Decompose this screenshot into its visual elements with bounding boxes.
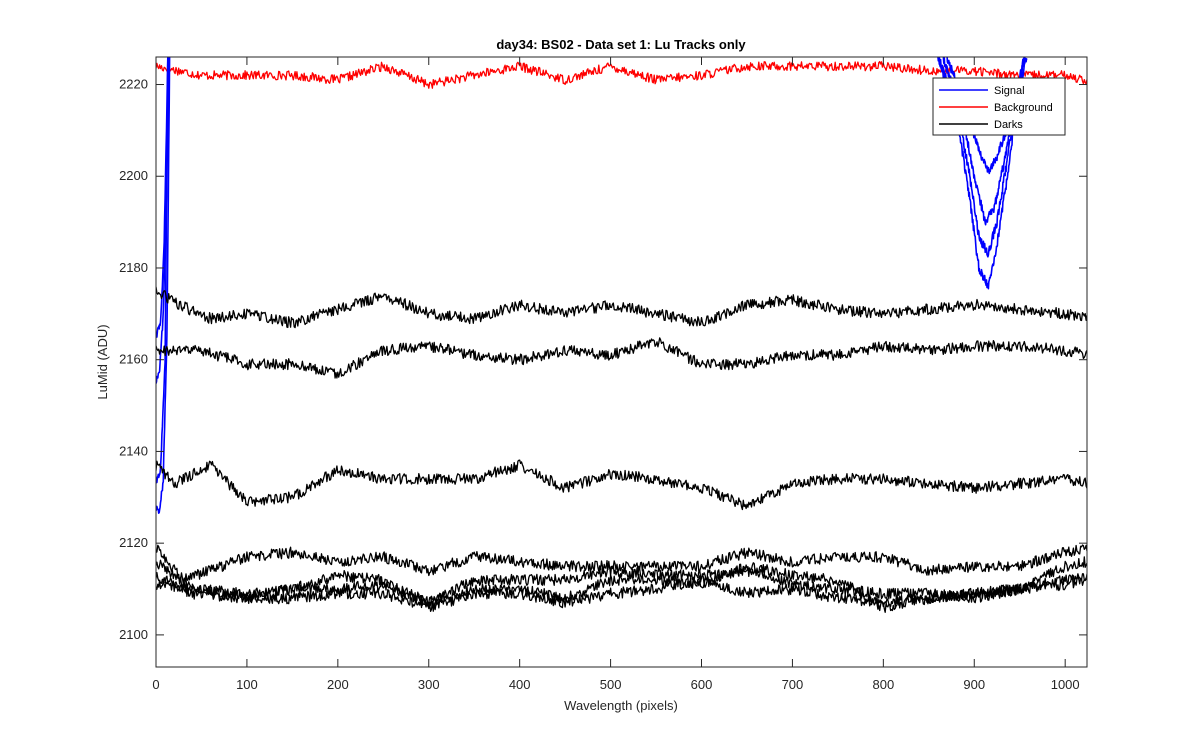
x-tick-label-6: 600 [691, 677, 713, 692]
x-tick-label-2: 200 [327, 677, 349, 692]
x-tick-label-7: 700 [782, 677, 804, 692]
legend-label-background: Background [994, 102, 1053, 114]
x-tick-label-4: 400 [509, 677, 531, 692]
series-line-darks-11 [156, 459, 1087, 511]
chart-title: day34: BS02 - Data set 1: Lu Tracks only [496, 37, 746, 52]
legend: Signal Background Darks [932, 77, 1066, 136]
plot-frame [155, 56, 1088, 668]
x-tick-label-9: 900 [963, 677, 985, 692]
y-axis-title: LuMid (ADU) [95, 324, 110, 399]
x-tick-label-5: 500 [600, 677, 622, 692]
series-line-darks-12 [156, 544, 1087, 585]
series-line-darks-13 [156, 556, 1087, 607]
y-tick-label-6: 2220 [119, 77, 148, 92]
series-line-background-0 [156, 60, 1087, 89]
y-tick-label-4: 2180 [119, 260, 148, 275]
x-tick-label-0: 0 [152, 677, 159, 692]
series-line-darks-9 [156, 286, 1087, 329]
series-line-signal-1 [156, 57, 171, 515]
x-tick-label-3: 300 [418, 677, 440, 692]
y-tick-label-1: 2120 [119, 535, 148, 550]
series-line-darks-10 [156, 337, 1087, 379]
y-tick-label-2: 2140 [119, 443, 148, 458]
series-line-signal-3 [156, 57, 169, 338]
series-line-darks-15 [156, 562, 1087, 613]
ticks-layer: 0 100 200 300 400 500 600 700 800 900 1000 2100 2120… [119, 57, 1087, 692]
y-tick-label-5: 2200 [119, 168, 148, 183]
series-line-signal-4 [156, 57, 169, 484]
y-tick-label-3: 2160 [119, 352, 148, 367]
x-axis-title: Wavelength (pixels) [564, 698, 678, 713]
x-tick-label-8: 800 [872, 677, 894, 692]
y-tick-label-0: 2100 [119, 627, 148, 642]
legend-label-darks: Darks [994, 119, 1023, 131]
x-tick-label-10: 1000 [1051, 677, 1080, 692]
x-tick-label-1: 100 [236, 677, 258, 692]
legend-label-signal: Signal [994, 85, 1025, 97]
plot-background [156, 57, 1087, 667]
